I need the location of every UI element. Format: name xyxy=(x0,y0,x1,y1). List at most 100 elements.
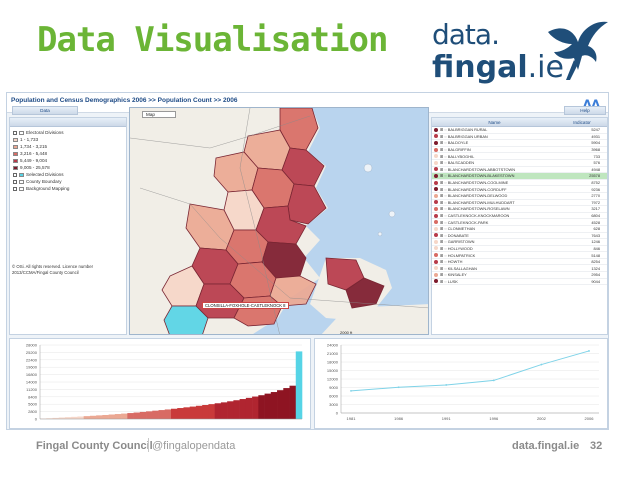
row-name: ⊞ ◌ BLANCHARDSTOWN-ROSELAWN xyxy=(440,206,510,212)
legend-item[interactable]: Electoral Divisions xyxy=(13,129,123,136)
table-header: Name Indicator xyxy=(432,118,607,127)
bar xyxy=(270,392,278,419)
legend-swatch xyxy=(19,186,24,191)
table-row[interactable]: ⊞ ◌ HOLLYWOOD 846 xyxy=(432,246,607,253)
table-row[interactable]: ⊞ ◌ BALBRIGGAN RURAL 5247 xyxy=(432,127,607,134)
class-dot-icon xyxy=(434,272,438,277)
line-chart-panel: 24000 21000 18000 15000 12000 9000 6000 3000 0 19… xyxy=(314,338,608,429)
layer-checkbox[interactable] xyxy=(13,186,17,191)
class-dot-icon xyxy=(434,173,438,178)
bar xyxy=(258,395,265,419)
table-row[interactable]: ⊞ ◌ CASTLEKNOCK-KNOCKMAROON 6804 xyxy=(432,213,607,220)
legend-item[interactable]: County Boundary xyxy=(13,178,123,185)
row-name: ⊞ ◌ BLANCHARDSTOWN-CORDUFF xyxy=(440,186,507,192)
table-row[interactable]: ⊞ ◌ BLANCHARDSTOWN-DELWOOD 2770 xyxy=(432,193,607,200)
help-button[interactable]: Help xyxy=(564,106,606,115)
footer-handle[interactable]: @fingalopendata xyxy=(152,440,236,452)
table-row[interactable]: ⊞ ◌ BLANCHARDSTOWN-ROSELAWN 3217 xyxy=(432,206,607,213)
row-value: 733 xyxy=(593,153,601,159)
table-row[interactable]: ⊞ ◌ BALBRIGGAN URBAN 4931 xyxy=(432,134,607,141)
table-row[interactable]: ⊞ ◌ BALLYBOGHIL 733 xyxy=(432,153,607,160)
table-row[interactable]: ⊞ ◌ CASTLEKNOCK-PARK 4528 xyxy=(432,219,607,226)
table-row[interactable]: ⊞ ◌ BLANCHARDSTOWN-CORDUFF 9236 xyxy=(432,186,607,193)
legend-label: County Boundary xyxy=(26,179,62,184)
bar xyxy=(146,411,153,419)
bar xyxy=(64,417,72,419)
bar xyxy=(158,410,166,419)
table-row[interactable]: ⊞ ◌ BLANCHARDSTOWN-MULHUDDART 7972 xyxy=(432,200,607,207)
data-point xyxy=(397,386,400,389)
data-point xyxy=(540,363,543,366)
data-button[interactable]: Data xyxy=(12,106,78,115)
legend-label: Background Mapping xyxy=(26,186,70,191)
map-type-button[interactable]: Map xyxy=(142,111,176,118)
col-name-header[interactable]: Name xyxy=(488,120,501,125)
row-value: 7643 xyxy=(591,232,600,238)
bar xyxy=(114,414,122,419)
row-value: 9236 xyxy=(591,186,600,192)
layer-checkbox[interactable] xyxy=(13,179,17,184)
table-row[interactable]: ⊞ ◌ KILSALLAGHAN 1324 xyxy=(432,265,607,273)
map-canvas[interactable] xyxy=(130,108,429,335)
y-tick-label: 3000 xyxy=(329,402,339,407)
table-row[interactable]: ⊞ ◌ CLONMETHAN 628 xyxy=(432,226,607,233)
col-value-header[interactable]: Indicator xyxy=(573,120,591,125)
bar xyxy=(89,415,97,419)
table-row[interactable]: ⊞ ◌ BLANCHARDSTOWN-ABBOTSTOWN 4948 xyxy=(432,167,607,174)
bar xyxy=(277,390,284,419)
table-row[interactable]: ⊞ ◌ LUSK 9044 xyxy=(432,279,607,286)
y-tick-label: 25200 xyxy=(26,350,38,355)
legend-swatch xyxy=(19,179,24,184)
legend-item[interactable]: Background Mapping xyxy=(13,185,123,192)
table-row[interactable]: ⊞ ◌ BALGRIFFIN 3968 xyxy=(432,147,607,154)
copyright-line1: © OSi. All rights reserved. Licence numb… xyxy=(12,264,94,269)
line-chart: 24000 21000 18000 15000 12000 9000 6000 3000 0 19… xyxy=(327,343,599,421)
table-row[interactable]: ⊞ ◌ KINSALEY 2954 xyxy=(432,272,607,279)
legend-label: Electoral Divisions xyxy=(26,130,64,135)
bar xyxy=(77,416,84,419)
data-point xyxy=(350,390,352,392)
choropleth-map[interactable]: Map CLONSILLA-FOXHOLE-CASTLEKNOCK 8 2000… xyxy=(129,107,429,335)
class-dot-icon xyxy=(434,160,438,165)
table-row[interactable]: ⊞ ◌ BLANCHARDSTOWN-COOLMINE 8752 xyxy=(432,180,607,187)
legend-item[interactable]: Selected Divisions xyxy=(13,171,123,178)
legend-label: Selected Divisions xyxy=(26,172,64,177)
row-value: 5904 xyxy=(591,140,600,146)
row-name: ⊞ ◌ BLANCHARDSTOWN-BLAKESTOWN xyxy=(440,173,515,179)
bar xyxy=(220,402,228,419)
legend-label: 3,216 - 5,448 xyxy=(20,151,48,156)
legend-swatch xyxy=(13,151,18,156)
table-row[interactable]: ⊞ ◌ BLANCHARDSTOWN-BLAKESTOWN 25578 xyxy=(432,173,607,180)
row-value: 7972 xyxy=(591,199,600,205)
row-name: ⊞ ◌ BALGRIFFIN xyxy=(440,147,471,153)
row-value: 6804 xyxy=(591,213,600,219)
class-dot-icon xyxy=(434,220,438,225)
y-tick-label: 24000 xyxy=(327,343,339,348)
bar xyxy=(102,414,109,419)
footer-site[interactable]: data.fingal.ie xyxy=(512,440,580,452)
row-name: ⊞ ◌ KINSALEY xyxy=(440,272,467,278)
table-row[interactable]: ⊞ ◌ BALDOYLE 5904 xyxy=(432,140,607,147)
legend-label: 5,449 - 9,004 xyxy=(20,158,48,163)
legend-item: 9,005 - 25,578 xyxy=(13,164,123,171)
table-row[interactable]: ⊞ ◌ DONABATE 7643 xyxy=(432,233,607,240)
bar-chart: 2800025200224001960016800140001120084005… xyxy=(26,343,303,422)
copyright-line2: 2013/CCMA/Fingal County Council xyxy=(12,270,79,275)
bar xyxy=(164,409,172,419)
table-row[interactable]: ⊞ ◌ GARRISTOWN 1246 xyxy=(432,239,607,246)
slide-footer: Fingal County Council @fingalopendata da… xyxy=(0,436,638,460)
legend-item: 5,449 - 9,004 xyxy=(13,157,123,164)
row-name: ⊞ ◌ LUSK xyxy=(440,278,458,284)
row-value: 2954 xyxy=(591,272,600,278)
table-row[interactable]: ⊞ ◌ HOLMPATRICK 5148 xyxy=(432,252,607,259)
row-name: ⊞ ◌ BALBRIGGAN RURAL xyxy=(440,127,488,133)
layer-checkbox[interactable] xyxy=(13,172,17,177)
row-name: ⊞ ◌ BLANCHARDSTOWN-DELWOOD xyxy=(440,193,508,199)
y-tick-label: 15000 xyxy=(327,368,339,373)
table-row[interactable]: ⊞ ◌ BALSCADDEN 576 xyxy=(432,160,607,167)
y-tick-label: 16800 xyxy=(26,372,38,377)
layer-checkbox[interactable] xyxy=(13,130,17,135)
table-row[interactable]: ⊞ ◌ HOWTH 8254 xyxy=(432,259,607,266)
class-dot-icon xyxy=(434,226,438,231)
bar xyxy=(83,416,91,419)
